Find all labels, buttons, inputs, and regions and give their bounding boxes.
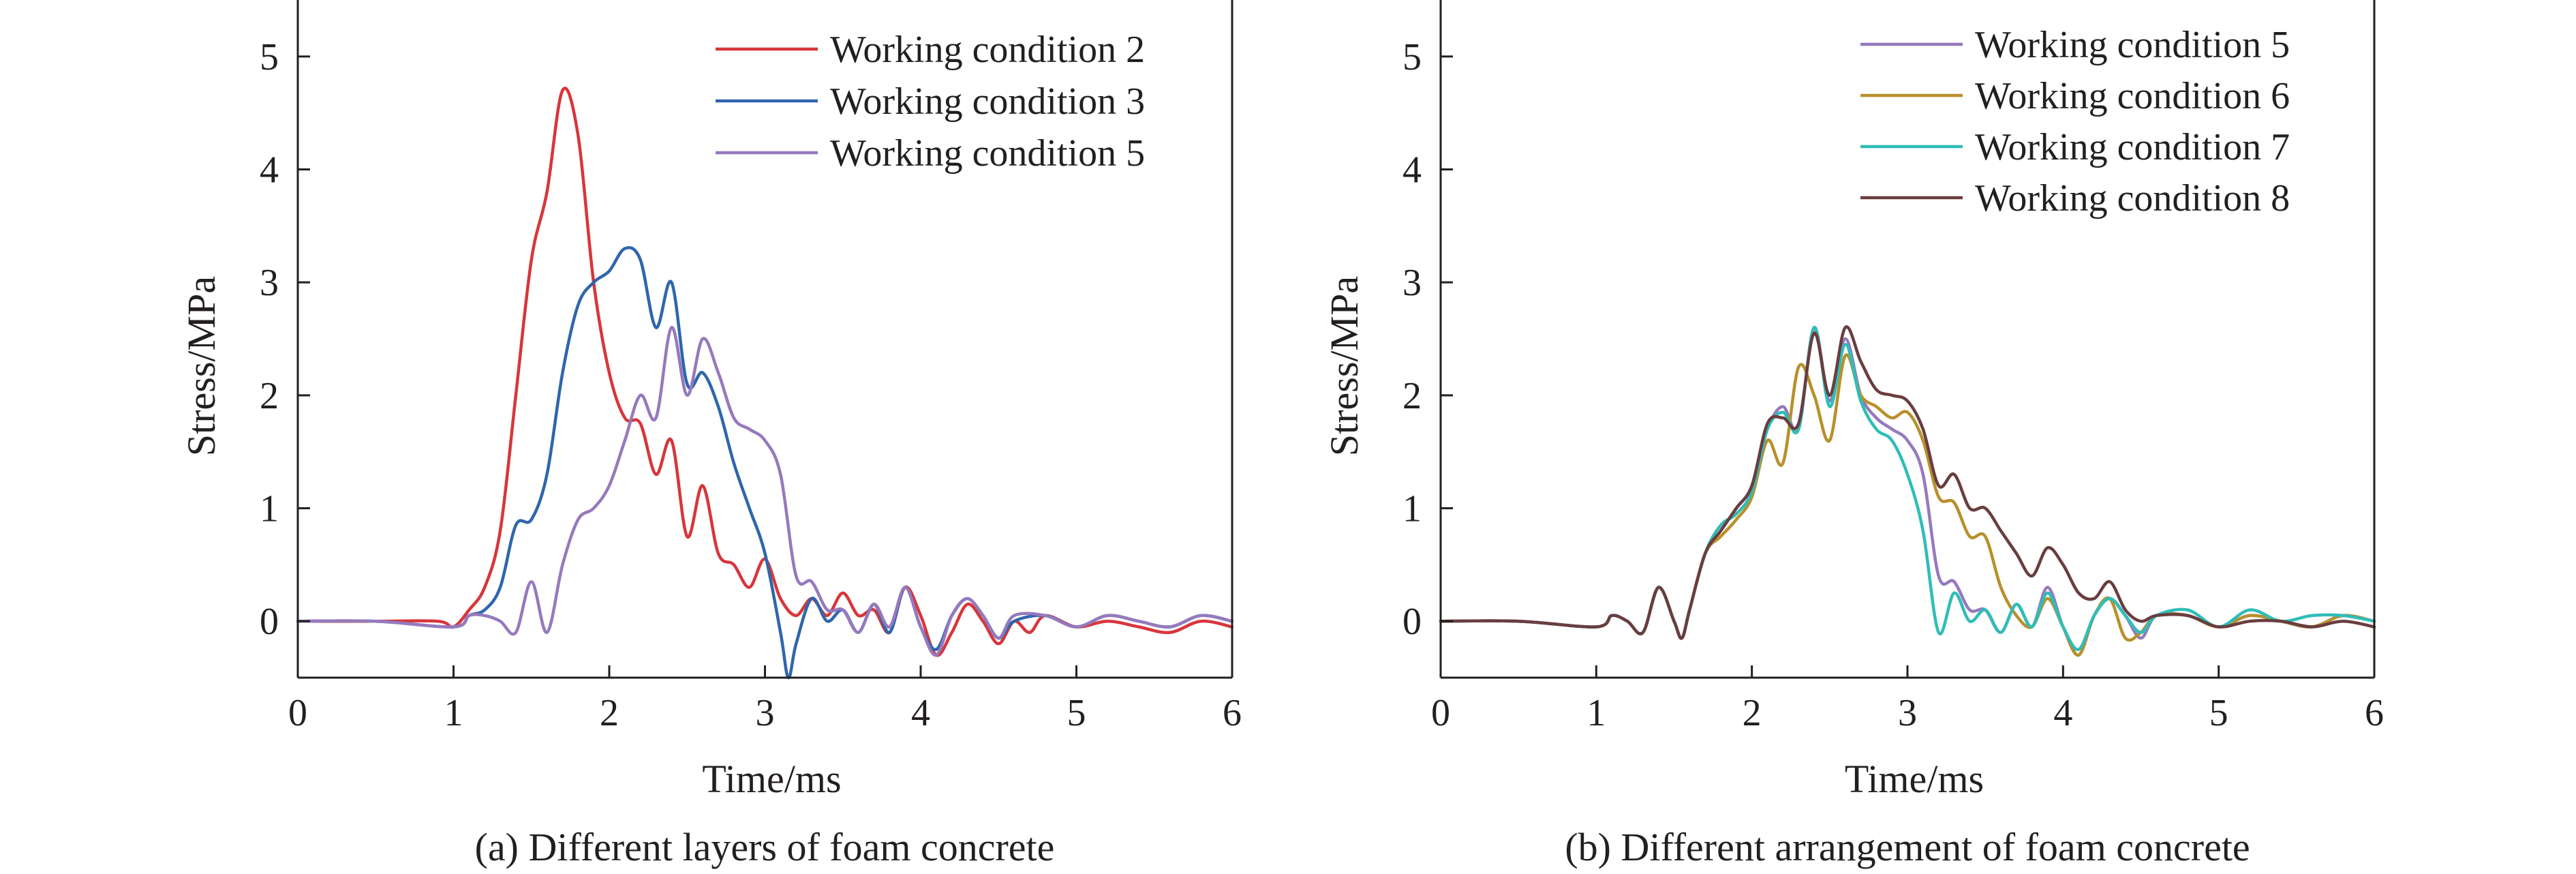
series-group bbox=[296, 87, 1234, 680]
legend-label: Working condition 3 bbox=[830, 80, 1145, 123]
x-tick-label: 4 bbox=[2053, 692, 2072, 734]
legend-item: Working condition 8 bbox=[1860, 177, 2290, 220]
x-tick-label: 6 bbox=[1223, 692, 1242, 734]
legend-item: Working condition 5 bbox=[716, 132, 1145, 175]
x-tick-label: 0 bbox=[288, 692, 307, 734]
legend: Working condition 2 Working condition 3 Wo… bbox=[716, 29, 1145, 175]
legend-item: Working condition 3 bbox=[716, 80, 1145, 123]
chart-panel-b: 0 1 2 3 4 5 6 0 1 2 3 4 5 Time/ms Stress/MPa Working co… bbox=[1322, 0, 2384, 869]
legend-label: Working condition 7 bbox=[1975, 126, 2290, 168]
y-axis-title: Stress/MPa bbox=[179, 276, 224, 456]
legend-label: Working condition 6 bbox=[1975, 75, 2290, 117]
y-axis-title: Stress/MPa bbox=[1322, 276, 1366, 456]
panel-caption: (a) Different layers of foam concrete bbox=[475, 825, 1055, 869]
legend-item: Working condition 5 bbox=[1860, 24, 2290, 66]
legend-item: Working condition 6 bbox=[1860, 75, 2290, 117]
panel-caption: (b) Different arrangement of foam concre… bbox=[1565, 825, 2250, 869]
y-tick-label: 4 bbox=[260, 149, 279, 192]
y-tick-label: 3 bbox=[1402, 262, 1422, 304]
y-tick-label: 0 bbox=[260, 601, 279, 643]
x-tick-label: 1 bbox=[1586, 692, 1606, 734]
legend-item: Working condition 7 bbox=[1860, 126, 2290, 168]
series-line-working-condition-5 bbox=[296, 326, 1234, 657]
x-tick-label: 0 bbox=[1431, 692, 1450, 734]
y-tick-label: 2 bbox=[1402, 375, 1422, 417]
y-tick-label: 1 bbox=[260, 488, 279, 530]
legend-label: Working condition 8 bbox=[1975, 177, 2290, 220]
x-tick-label: 1 bbox=[444, 692, 463, 734]
x-tick-label: 2 bbox=[600, 692, 619, 734]
series-line-working-condition-3 bbox=[296, 245, 1234, 680]
y-tick-label: 0 bbox=[1402, 601, 1422, 643]
x-tick-label: 5 bbox=[2209, 692, 2228, 734]
legend-item: Working condition 2 bbox=[716, 29, 1145, 71]
y-tick-label: 4 bbox=[1402, 149, 1422, 192]
y-tick-label: 5 bbox=[260, 36, 279, 78]
series-line-working-condition-8 bbox=[1439, 325, 2376, 640]
x-tick-label: 4 bbox=[911, 692, 930, 734]
chart-panel-a: 0 1 2 3 4 5 6 0 1 2 3 4 5 Time/ms Stress/MPa Working co… bbox=[179, 0, 1242, 869]
legend-label: Working condition 5 bbox=[1975, 24, 2290, 66]
series-line-working-condition-5 bbox=[1439, 326, 2376, 657]
y-tick-label: 2 bbox=[260, 375, 279, 417]
y-tick-label: 1 bbox=[1402, 488, 1422, 530]
axes: 0 1 2 3 4 5 6 0 1 2 3 4 5 bbox=[260, 0, 1242, 734]
series-line-working-condition-2 bbox=[296, 87, 1234, 657]
legend: Working condition 5 Working condition 6 Wo… bbox=[1860, 24, 2290, 220]
x-tick-label: 3 bbox=[1898, 692, 1917, 734]
series-group bbox=[1439, 325, 2376, 657]
x-tick-label: 3 bbox=[756, 692, 775, 734]
x-tick-label: 2 bbox=[1743, 692, 1762, 734]
x-tick-label: 5 bbox=[1067, 692, 1086, 734]
legend-label: Working condition 2 bbox=[830, 29, 1145, 71]
x-axis-title: Time/ms bbox=[1845, 757, 1984, 801]
legend-label: Working condition 5 bbox=[830, 132, 1145, 175]
x-tick-label: 6 bbox=[2365, 692, 2384, 734]
axes: 0 1 2 3 4 5 6 0 1 2 3 4 5 bbox=[1402, 0, 2384, 734]
y-tick-label: 5 bbox=[1402, 36, 1422, 78]
y-tick-label: 3 bbox=[260, 262, 279, 304]
series-line-working-condition-7 bbox=[1439, 326, 2376, 651]
x-axis-title: Time/ms bbox=[702, 757, 841, 801]
